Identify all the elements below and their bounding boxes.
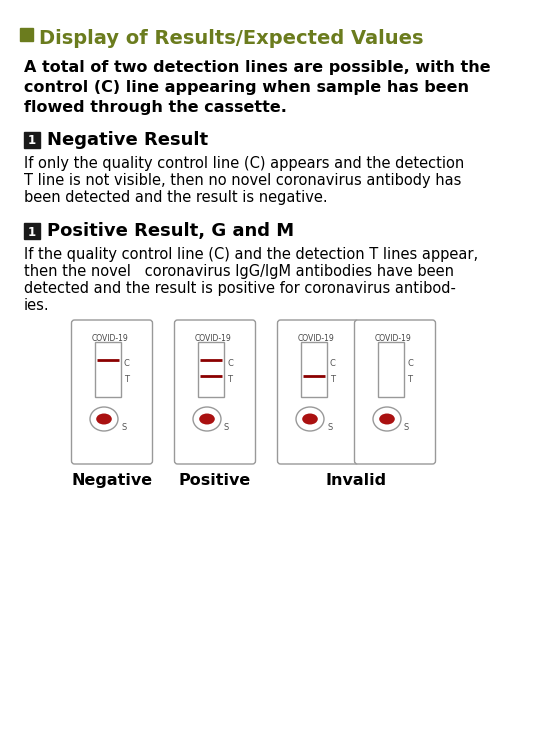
Text: If only the quality control line (C) appears and the detection: If only the quality control line (C) app…: [24, 156, 464, 171]
Text: Positive Result, G and M: Positive Result, G and M: [47, 222, 294, 240]
Text: T line is not visible, then no novel coronavirus antibody has: T line is not visible, then no novel cor…: [24, 173, 461, 188]
Ellipse shape: [296, 407, 324, 431]
Text: S: S: [404, 423, 409, 432]
Bar: [24, 132, 40, 148]
Text: S: S: [327, 423, 332, 432]
Ellipse shape: [379, 414, 395, 424]
Bar: [24, 223, 40, 239]
Ellipse shape: [193, 407, 221, 431]
Text: S: S: [121, 423, 126, 432]
Text: If the quality control line (C) and the detection T lines appear,: If the quality control line (C) and the …: [24, 247, 478, 262]
Bar: [20, 28, 33, 41]
Ellipse shape: [199, 414, 215, 424]
Text: T: T: [124, 375, 129, 384]
Text: been detected and the result is negative.: been detected and the result is negative…: [24, 190, 328, 205]
Text: 1: 1: [28, 134, 36, 148]
Text: A total of two detection lines are possible, with the: A total of two detection lines are possi…: [24, 60, 491, 75]
Ellipse shape: [96, 414, 112, 424]
Text: flowed through the cassette.: flowed through the cassette.: [24, 100, 287, 115]
Text: S: S: [224, 423, 229, 432]
Text: Negative Result: Negative Result: [47, 131, 208, 149]
Ellipse shape: [90, 407, 118, 431]
Text: C: C: [407, 359, 413, 368]
Text: COVID-19: COVID-19: [375, 334, 411, 343]
Text: C: C: [227, 359, 233, 368]
Text: T: T: [330, 375, 335, 384]
Text: C: C: [330, 359, 336, 368]
Text: ies.: ies.: [24, 298, 50, 313]
Text: detected and the result is positive for coronavirus antibod-: detected and the result is positive for …: [24, 281, 456, 296]
FancyBboxPatch shape: [174, 320, 256, 464]
Text: COVID-19: COVID-19: [195, 334, 232, 343]
Text: Invalid: Invalid: [326, 473, 387, 488]
FancyBboxPatch shape: [278, 320, 359, 464]
Ellipse shape: [373, 407, 401, 431]
Text: Display of Results/Expected Values: Display of Results/Expected Values: [39, 29, 424, 48]
Text: COVID-19: COVID-19: [92, 334, 128, 343]
Text: 1: 1: [28, 225, 36, 239]
Text: then the novel   coronavirus IgG/IgM antibodies have been: then the novel coronavirus IgG/IgM antib…: [24, 264, 454, 279]
Text: T: T: [227, 375, 232, 384]
FancyBboxPatch shape: [72, 320, 152, 464]
FancyBboxPatch shape: [355, 320, 436, 464]
FancyBboxPatch shape: [378, 342, 404, 397]
Text: COVID-19: COVID-19: [298, 334, 334, 343]
FancyBboxPatch shape: [95, 342, 121, 397]
Ellipse shape: [302, 414, 318, 424]
Text: control (C) line appearing when sample has been: control (C) line appearing when sample h…: [24, 80, 469, 95]
FancyBboxPatch shape: [198, 342, 224, 397]
FancyBboxPatch shape: [301, 342, 327, 397]
Text: C: C: [124, 359, 130, 368]
Text: Negative: Negative: [72, 473, 152, 488]
Text: Positive: Positive: [179, 473, 251, 488]
Text: T: T: [407, 375, 412, 384]
